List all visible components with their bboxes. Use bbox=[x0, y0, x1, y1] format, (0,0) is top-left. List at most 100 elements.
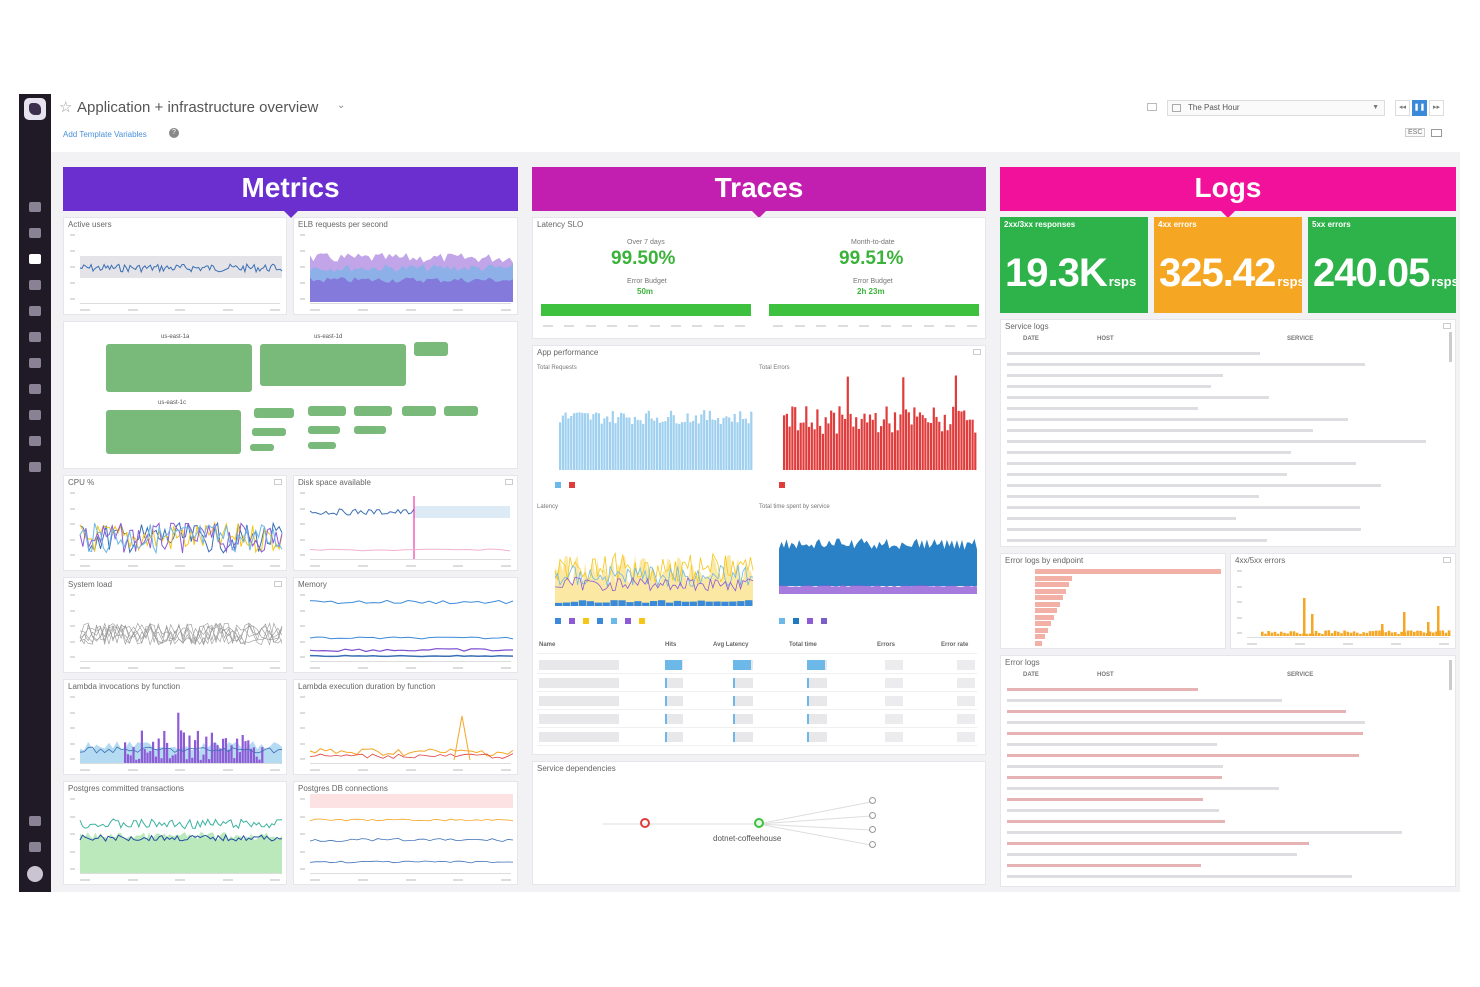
log-line[interactable] bbox=[1007, 502, 1439, 513]
cpu-widget[interactable]: CPU % bbox=[63, 475, 287, 571]
log-line[interactable] bbox=[1007, 761, 1439, 772]
errors-4xx-5xx-widget[interactable]: 4xx/5xx errors bbox=[1230, 553, 1456, 649]
host-group[interactable] bbox=[308, 406, 346, 416]
column-header[interactable]: Total time bbox=[789, 642, 817, 648]
widget-menu-icon[interactable] bbox=[973, 349, 981, 355]
host-group[interactable] bbox=[308, 426, 340, 434]
timeframe-select[interactable]: The Past Hour ▼ bbox=[1167, 100, 1385, 116]
service-logs-widget[interactable]: Service logs DATE HOST SERVICE bbox=[1000, 319, 1456, 547]
list-item[interactable] bbox=[1005, 594, 1225, 601]
table-row[interactable] bbox=[537, 674, 977, 692]
widget-menu-icon[interactable] bbox=[505, 479, 513, 485]
list-item[interactable] bbox=[1005, 588, 1225, 595]
log-line[interactable] bbox=[1007, 772, 1439, 783]
list-item[interactable] bbox=[1005, 640, 1225, 647]
memory-widget[interactable]: Memory bbox=[293, 577, 518, 673]
system-load-widget[interactable]: System load bbox=[63, 577, 287, 673]
tv-icon[interactable] bbox=[1431, 129, 1442, 137]
log-line[interactable] bbox=[1007, 458, 1439, 469]
stat-4xx[interactable]: 4xx errors 325.42 rsps bbox=[1154, 217, 1302, 313]
scrollbar[interactable] bbox=[1449, 332, 1452, 362]
infrastructure-icon[interactable] bbox=[29, 332, 41, 342]
pause-icon[interactable]: ❚❚ bbox=[1412, 100, 1427, 116]
list-item[interactable] bbox=[1005, 581, 1225, 588]
host-group[interactable] bbox=[250, 444, 274, 451]
host-group[interactable] bbox=[106, 344, 252, 392]
log-line[interactable] bbox=[1007, 348, 1439, 359]
column-header[interactable]: Name bbox=[539, 642, 556, 648]
column-header[interactable]: DATE bbox=[1023, 672, 1039, 678]
log-line[interactable] bbox=[1007, 827, 1439, 838]
list-item[interactable] bbox=[1005, 614, 1225, 621]
host-group[interactable] bbox=[354, 406, 392, 416]
log-line[interactable] bbox=[1007, 794, 1439, 805]
log-line[interactable] bbox=[1007, 860, 1439, 871]
host-group[interactable] bbox=[402, 406, 436, 416]
column-header[interactable]: Errors bbox=[877, 642, 896, 648]
log-line[interactable] bbox=[1007, 871, 1439, 882]
log-line[interactable] bbox=[1007, 805, 1439, 816]
log-line[interactable] bbox=[1007, 728, 1439, 739]
log-line[interactable] bbox=[1007, 480, 1439, 491]
host-group[interactable] bbox=[252, 428, 286, 436]
lambda-duration-widget[interactable]: Lambda execution duration by function bbox=[293, 679, 518, 775]
help-icon[interactable]: ? bbox=[169, 128, 179, 138]
elb-requests-widget[interactable]: ELB requests per second bbox=[293, 217, 518, 315]
security-icon[interactable] bbox=[29, 436, 41, 446]
list-item[interactable] bbox=[1005, 620, 1225, 627]
list-item[interactable] bbox=[1005, 568, 1225, 575]
host-group[interactable] bbox=[414, 342, 448, 356]
host-group[interactable] bbox=[260, 344, 406, 386]
scrollbar[interactable] bbox=[1449, 660, 1452, 690]
log-line[interactable] bbox=[1007, 684, 1439, 695]
log-line[interactable] bbox=[1007, 513, 1439, 524]
settings-icon[interactable] bbox=[1147, 103, 1157, 111]
table-row[interactable] bbox=[537, 710, 977, 728]
log-line[interactable] bbox=[1007, 816, 1439, 827]
host-map-widget[interactable]: us-east-1a us-east-1d us-east-1c bbox=[63, 321, 518, 469]
log-line[interactable] bbox=[1007, 739, 1439, 750]
log-line[interactable] bbox=[1007, 359, 1439, 370]
column-header[interactable]: Hits bbox=[665, 642, 677, 648]
datadog-logo-icon[interactable] bbox=[24, 98, 46, 120]
log-line[interactable] bbox=[1007, 425, 1439, 436]
service-node[interactable] bbox=[640, 818, 650, 828]
log-line[interactable] bbox=[1007, 447, 1439, 458]
log-line[interactable] bbox=[1007, 695, 1439, 706]
log-line[interactable] bbox=[1007, 403, 1439, 414]
log-line[interactable] bbox=[1007, 849, 1439, 860]
star-icon[interactable]: ☆ bbox=[59, 99, 73, 116]
column-header[interactable]: Avg Latency bbox=[713, 642, 749, 648]
widget-menu-icon[interactable] bbox=[274, 479, 282, 485]
logs-icon[interactable] bbox=[29, 410, 41, 420]
log-line[interactable] bbox=[1007, 524, 1439, 535]
host-group[interactable] bbox=[444, 406, 478, 416]
host-group[interactable] bbox=[254, 408, 294, 418]
service-node[interactable] bbox=[869, 797, 876, 804]
stat-5xx[interactable]: 5xx errors 240.05 rsps bbox=[1308, 217, 1456, 313]
postgres-connections-widget[interactable]: Postgres DB connections bbox=[293, 781, 518, 885]
column-header[interactable]: HOST bbox=[1097, 336, 1114, 342]
latency-slo-widget[interactable]: Latency SLO Over 7 days 99.50% Error Bud… bbox=[532, 217, 986, 339]
apm-icon[interactable] bbox=[29, 358, 41, 368]
list-item[interactable] bbox=[1005, 633, 1225, 640]
avatar[interactable] bbox=[27, 866, 43, 882]
log-line[interactable] bbox=[1007, 535, 1439, 546]
host-group[interactable] bbox=[354, 426, 386, 434]
service-node[interactable] bbox=[869, 841, 876, 848]
log-line[interactable] bbox=[1007, 491, 1439, 502]
notebooks-icon[interactable] bbox=[29, 384, 41, 394]
log-line[interactable] bbox=[1007, 392, 1439, 403]
table-row[interactable] bbox=[537, 728, 977, 746]
log-line[interactable] bbox=[1007, 370, 1439, 381]
service-node[interactable] bbox=[754, 818, 764, 828]
log-line[interactable] bbox=[1007, 469, 1439, 480]
add-template-variables-link[interactable]: Add Template Variables bbox=[63, 130, 147, 139]
log-line[interactable] bbox=[1007, 717, 1439, 728]
disk-space-widget[interactable]: Disk space available bbox=[293, 475, 518, 571]
rum-icon[interactable] bbox=[29, 462, 41, 472]
log-line[interactable] bbox=[1007, 706, 1439, 717]
monitors-icon[interactable] bbox=[29, 306, 41, 316]
rewind-icon[interactable]: ◂◂ bbox=[1395, 100, 1410, 116]
list-item[interactable] bbox=[1005, 601, 1225, 608]
